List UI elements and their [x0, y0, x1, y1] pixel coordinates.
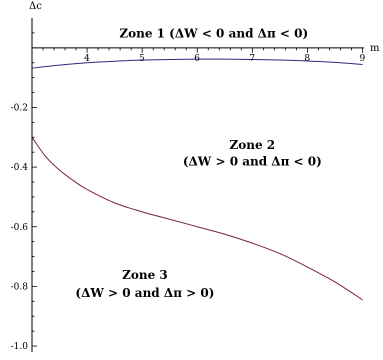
series-line-2 [31, 137, 363, 301]
series-line-1 [31, 58, 363, 69]
curves-layer [31, 58, 363, 301]
y-tick-label: -0.4 [11, 163, 29, 173]
ticks-layer: 4 5 6 7 8 9 -0.2 -0.4 -0.6 -0.8 -1.0 [11, 32, 365, 352]
x-tick-label: 8 [304, 54, 310, 64]
x-tick-label: 7 [249, 54, 255, 64]
x-tick-label: 5 [139, 54, 145, 64]
x-tick-label: 9 [359, 54, 365, 64]
y-tick-label: -1.0 [11, 342, 29, 352]
zone-annotation-5: (ΔW > 0 and Δπ > 0) [75, 286, 214, 300]
x-tick-label: 4 [84, 54, 90, 64]
y-axis-label: Δc [29, 1, 42, 12]
zone-annotation-2: Zone 2 [229, 138, 275, 152]
zone-annotation-1: Zone 1 (ΔW < 0 and Δπ < 0) [119, 26, 308, 40]
x-axis-label: m [370, 43, 380, 54]
zone-annotation-4: Zone 3 [122, 268, 168, 282]
x-tick-label: 6 [194, 54, 200, 64]
y-tick-label: -0.2 [11, 103, 28, 113]
zone-annotation-3: (ΔW > 0 and Δπ < 0) [183, 155, 322, 169]
y-tick-label: -0.8 [11, 282, 29, 292]
annotations-layer: Zone 1 (ΔW < 0 and Δπ < 0) Zone 2 (ΔW > 0 … [75, 26, 321, 299]
y-tick-label: -0.6 [11, 223, 29, 233]
